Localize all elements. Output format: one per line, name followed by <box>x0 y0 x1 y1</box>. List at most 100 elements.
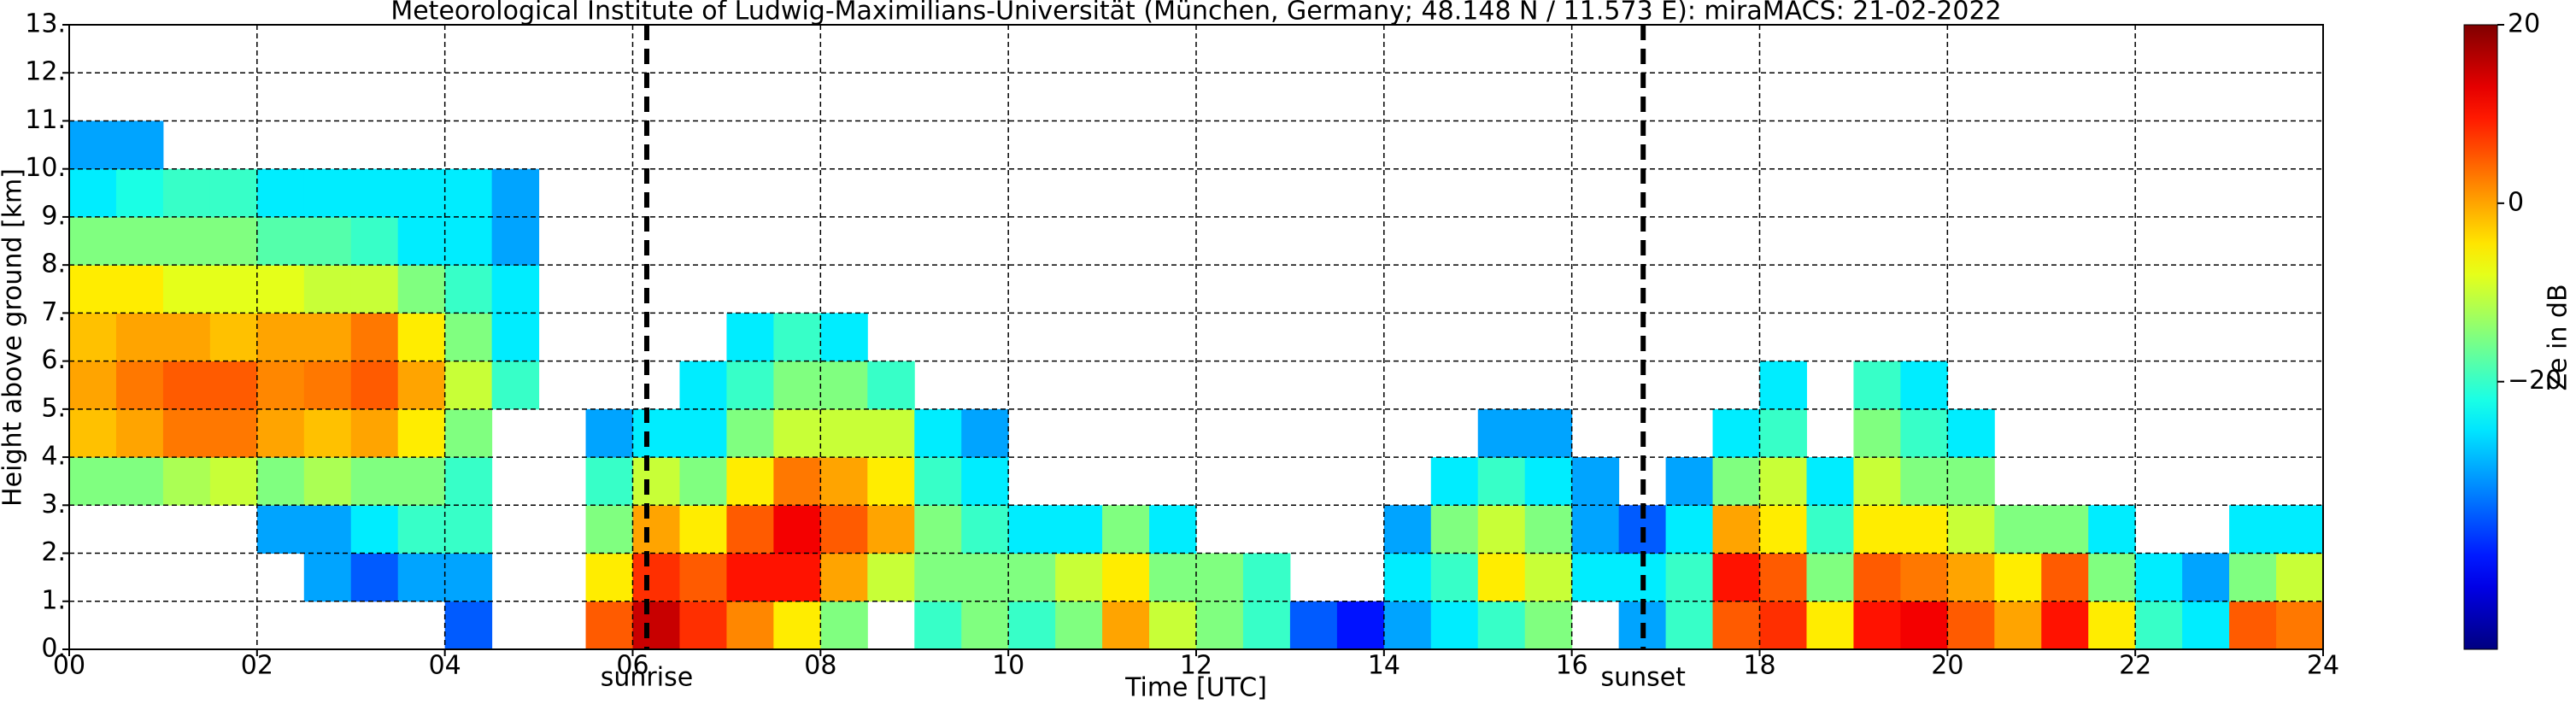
heatmap-cell <box>2229 505 2277 554</box>
heatmap-cell <box>726 408 774 458</box>
x-tick-label: 06 <box>616 651 648 681</box>
heatmap-cell <box>491 265 540 314</box>
heatmap-cell <box>1712 601 1760 650</box>
heatmap-cell <box>1008 553 1056 602</box>
heatmap-cell <box>1759 505 1807 554</box>
heatmap-cell <box>1900 361 1948 410</box>
heatmap-cell <box>1524 505 1573 554</box>
y-tick-label: 11. <box>25 105 66 135</box>
heatmap-cell <box>1383 601 1432 650</box>
colorbar <box>2463 24 2498 650</box>
x-tick-label: 04 <box>429 651 461 681</box>
x-tick-label: 16 <box>1556 651 1588 681</box>
x-tick-label: 14 <box>1368 651 1400 681</box>
y-tick-label: 4. <box>41 442 66 472</box>
y-tick-label: 5. <box>41 393 66 423</box>
heatmap-cell <box>69 265 117 314</box>
heatmap-cell <box>1571 553 1620 602</box>
heatmap-cell <box>303 265 352 314</box>
heatmap-cell <box>444 457 493 506</box>
heatmap-cell <box>256 457 305 506</box>
heatmap-cell <box>1759 553 1807 602</box>
heatmap-cell <box>961 505 1009 554</box>
heatmap-cell <box>2041 601 2089 650</box>
heatmap-cell <box>115 265 164 314</box>
heatmap-cell <box>1665 601 1714 650</box>
heatmap-cell <box>2276 553 2324 602</box>
heatmap-cell <box>1947 457 1995 506</box>
y-tick-label: 13. <box>25 9 66 39</box>
heatmap-cell <box>1524 408 1573 458</box>
heatmap-cell <box>1102 505 1150 554</box>
y-tick-label: 6. <box>41 345 66 375</box>
heatmap-cell <box>162 361 211 410</box>
heatmap-cell <box>1853 601 1901 650</box>
heatmap-cell <box>303 408 352 458</box>
heatmap-cell <box>2182 601 2230 650</box>
heatmap-cell <box>773 505 821 554</box>
heatmap-cell <box>867 505 915 554</box>
heatmap-cell <box>444 168 493 218</box>
heatmap-cell <box>162 265 211 314</box>
x-tick-label: 08 <box>804 651 836 681</box>
heatmap-cell <box>256 265 305 314</box>
heatmap-cell <box>1242 601 1291 650</box>
heatmap-cell <box>350 505 399 554</box>
heatmap-cell <box>632 505 680 554</box>
heatmap-cell <box>1994 553 2042 602</box>
y-tick-label: 7. <box>41 297 66 327</box>
heatmap-cell <box>397 361 446 410</box>
heatmap-cell <box>491 216 540 266</box>
heatmap-cell <box>1665 553 1714 602</box>
heatmap-cell <box>162 216 211 266</box>
heatmap-cell <box>1524 601 1573 650</box>
heatmap-cell <box>256 168 305 218</box>
heatmap-cell <box>1806 457 1854 506</box>
heatmap-cells <box>69 120 2324 650</box>
heatmap-cell <box>585 505 633 554</box>
x-tick-label: 12 <box>1180 651 1212 681</box>
heatmap-cell <box>1055 553 1103 602</box>
heatmap-cell <box>1759 361 1807 410</box>
y-tick-label: 2. <box>41 537 66 567</box>
heatmap-cell <box>1806 505 1854 554</box>
y-tick-label: 12. <box>25 57 66 87</box>
heatmap-cell <box>679 553 727 602</box>
heatmap-cell <box>1196 601 1244 650</box>
heatmap-cell <box>303 457 352 506</box>
heatmap-cell <box>961 553 1009 602</box>
heatmap-cell <box>162 313 211 362</box>
heatmap-cell <box>69 408 117 458</box>
heatmap-cell <box>867 408 915 458</box>
heatmap-cell <box>256 313 305 362</box>
heatmap-cell <box>1806 601 1854 650</box>
x-tick-label: 00 <box>53 651 85 681</box>
heatmap-cell <box>2182 553 2230 602</box>
heatmap-cell <box>820 361 868 410</box>
heatmap-cell <box>397 553 446 602</box>
x-axis-label: Time [UTC] <box>1124 673 1267 703</box>
heatmap-cell <box>1383 553 1432 602</box>
heatmap-cell <box>726 457 774 506</box>
heatmap-cell <box>1477 553 1526 602</box>
heatmap-cell <box>491 361 540 410</box>
heatmap-cell <box>773 313 821 362</box>
heatmap-cell <box>209 265 258 314</box>
heatmap-cell <box>867 457 915 506</box>
heatmap-cell <box>350 408 399 458</box>
heatmap-cell <box>1149 553 1197 602</box>
heatmap-cell <box>2135 601 2183 650</box>
colorbar-tick-label: 0 <box>2508 187 2524 217</box>
annotation-label: sunrise <box>601 663 693 693</box>
heatmap-cell <box>1900 408 1948 458</box>
heatmap-cell <box>1853 505 1901 554</box>
heatmap-cell <box>209 457 258 506</box>
heatmap-cell <box>1336 601 1385 650</box>
heatmap-cell <box>679 457 727 506</box>
heatmap-cell <box>1008 505 1056 554</box>
heatmap-cell <box>162 408 211 458</box>
colorbar-tick-label: −20 <box>2508 366 2561 396</box>
heatmap-cell <box>350 457 399 506</box>
heatmap-cell <box>1853 457 1901 506</box>
heatmap-cell <box>69 216 117 266</box>
